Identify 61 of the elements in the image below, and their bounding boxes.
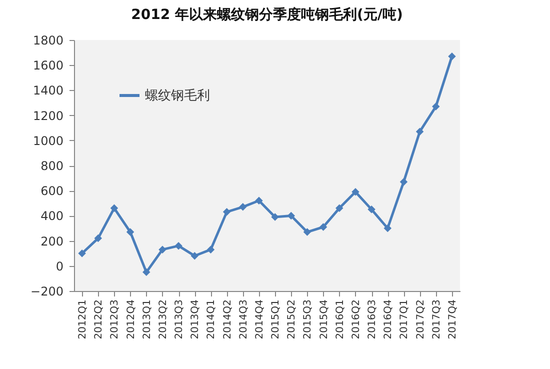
chart-title: 2012 年以来螺纹钢分季度吨钢毛利(元/吨): [131, 6, 403, 23]
x-tick-label: 2014Q3: [238, 300, 250, 340]
x-tick-label: 2015Q3: [302, 300, 314, 340]
x-tick-label: 2016Q4: [383, 300, 394, 340]
y-tick-label: 1400: [32, 84, 64, 98]
legend-label: 螺纹钢毛利: [145, 88, 210, 104]
x-tick-label: 2017Q4: [447, 300, 458, 340]
x-tick-label: 2015Q2: [286, 300, 298, 340]
y-tick-label: 1600: [32, 58, 64, 73]
x-tick-label: 2012Q1: [78, 300, 89, 340]
point: [142, 268, 150, 276]
x-tick-label: 2014Q2: [222, 300, 234, 340]
point: [303, 228, 312, 236]
x-tick-label: 2012Q4: [126, 300, 137, 340]
y-tick-label: 0: [56, 259, 64, 274]
point: [448, 52, 456, 60]
y-tick-label: 200: [40, 234, 64, 248]
point: [271, 213, 279, 221]
y-tick-label: 1800: [32, 34, 64, 48]
point: [158, 246, 166, 254]
x-tick-label: 2014Q4: [254, 300, 266, 340]
point: [174, 242, 182, 250]
x-tick-label: 2017Q2: [415, 300, 426, 340]
x-tick-label: 2012Q3: [110, 300, 121, 340]
y-tick-label: 1000: [32, 134, 64, 148]
x-tick-label: 2016Q2: [350, 300, 362, 340]
x-tick-label: 2013Q1: [142, 300, 153, 340]
point: [416, 128, 424, 136]
x-tick-label: 2016Q1: [334, 300, 346, 340]
x-tick-label: 2013Q3: [174, 300, 186, 340]
x-tick-label: 2015Q1: [270, 300, 282, 340]
point: [400, 178, 408, 186]
point: [368, 206, 376, 214]
y-tick-label: 1200: [32, 108, 64, 123]
point: [206, 246, 215, 254]
x-tick-label: 2017Q1: [399, 300, 410, 340]
point: [126, 228, 134, 236]
x-tick-label: 2015Q4: [318, 300, 330, 340]
point: [78, 249, 86, 258]
x-tick-label: 2014Q1: [206, 300, 218, 340]
point: [222, 208, 231, 216]
point: [287, 212, 295, 220]
y-tick-label: 600: [40, 184, 64, 198]
y-tick-label: 800: [40, 159, 64, 173]
x-tick-label: 2017Q3: [431, 300, 442, 340]
point: [336, 204, 344, 212]
point: [384, 224, 392, 232]
point: [432, 102, 440, 110]
point: [110, 204, 118, 212]
point: [94, 234, 102, 242]
x-tick-label: 2012Q2: [94, 300, 105, 340]
x-tick-label: 2013Q4: [190, 300, 202, 340]
point: [319, 223, 328, 231]
y-tick-label: 400: [40, 209, 64, 224]
point: [239, 203, 247, 211]
x-tick-label: 2016Q3: [367, 300, 378, 340]
x-tick-label: 2013Q2: [158, 300, 169, 340]
point: [255, 196, 263, 205]
point: [190, 252, 198, 260]
point: [352, 188, 360, 196]
y-tick-label: −200: [30, 284, 64, 298]
